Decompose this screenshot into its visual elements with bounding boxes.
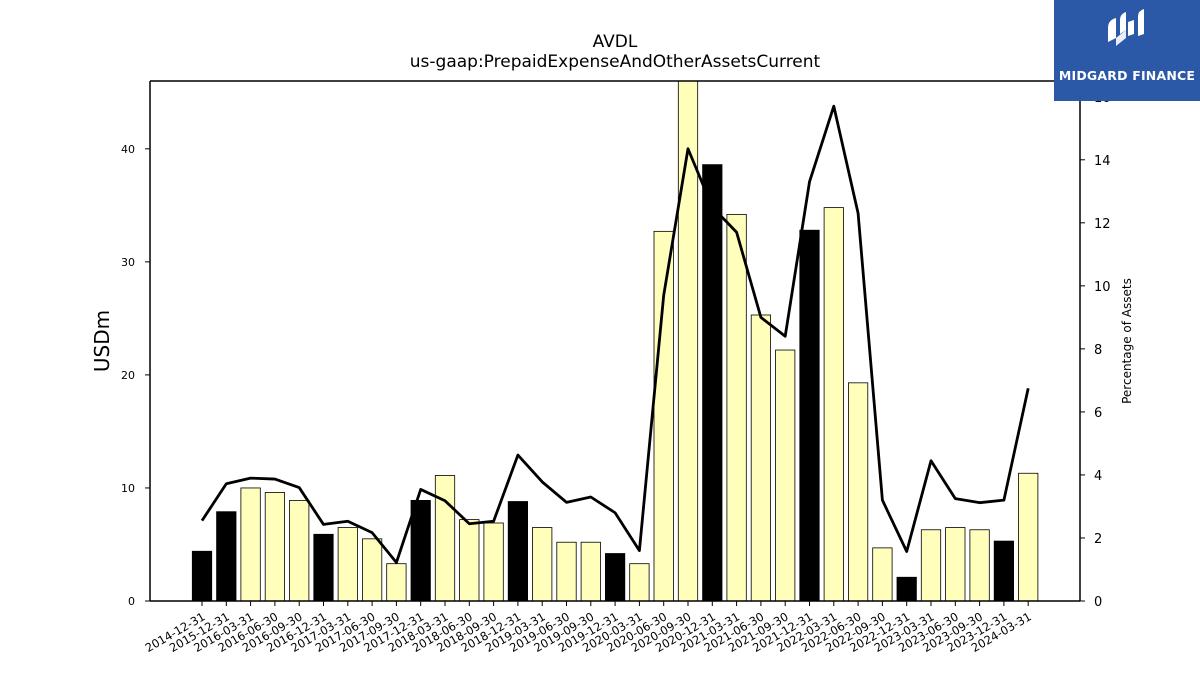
y2-tick-label: 4 <box>1094 469 1102 484</box>
bar <box>945 527 966 602</box>
bar <box>823 207 844 602</box>
bar <box>799 229 820 602</box>
bar <box>313 533 334 602</box>
bar <box>361 538 383 602</box>
bar <box>264 492 286 602</box>
y-tick-label: 30 <box>121 256 135 269</box>
y2-axis-label: Percentage of Assets <box>1120 278 1134 404</box>
bar <box>434 475 456 602</box>
bar <box>556 541 577 602</box>
bar <box>410 499 431 602</box>
y-tick-label: 10 <box>121 482 135 495</box>
y-axis-label: USDm <box>90 310 114 372</box>
bar <box>240 487 261 602</box>
bar <box>386 563 407 602</box>
bar <box>1018 472 1039 602</box>
y2-tick-label: 0 <box>1094 595 1102 610</box>
bars-layer <box>191 80 1039 602</box>
logo-text: MIDGARD FINANCE <box>1058 68 1196 83</box>
bar <box>775 349 796 602</box>
bar <box>629 563 650 602</box>
bar <box>750 314 772 602</box>
chart-title: AVDL <box>592 32 638 52</box>
y2-tick-label: 8 <box>1094 343 1102 358</box>
bar <box>191 550 213 602</box>
axes-layer: 01020304002468101214162014-12-312015-12-… <box>90 80 1134 655</box>
bar <box>726 213 747 602</box>
y2-tick-label: 12 <box>1094 217 1111 232</box>
y-tick-label: 20 <box>121 369 135 382</box>
y-tick-label: 40 <box>121 143 135 156</box>
bar <box>337 527 358 602</box>
bar <box>920 529 942 602</box>
bar <box>580 541 601 602</box>
percentage-line-layer <box>200 104 1030 564</box>
bar <box>605 553 626 602</box>
bar <box>872 547 893 602</box>
bar <box>896 576 917 602</box>
y2-tick-label: 6 <box>1094 406 1102 421</box>
bar <box>702 164 723 602</box>
y2-tick-label: 2 <box>1094 532 1102 547</box>
midgard-logo-icon <box>1108 9 1144 46</box>
bar <box>289 499 310 602</box>
midgard-finance-logo: MIDGARD FINANCE <box>1054 0 1200 101</box>
bar <box>677 80 699 602</box>
y2-tick-label: 10 <box>1094 280 1111 295</box>
bar <box>216 511 237 602</box>
bar <box>969 529 990 602</box>
y2-tick-label: 14 <box>1094 154 1111 169</box>
bar <box>993 540 1015 602</box>
bar <box>483 522 504 602</box>
y-tick-label: 0 <box>128 595 135 608</box>
bar <box>848 382 869 602</box>
bar <box>459 519 480 602</box>
chart-subtitle: us-gaap:PrepaidExpenseAndOtherAssetsCurr… <box>409 52 821 72</box>
percentage-line <box>200 104 1030 564</box>
bar <box>507 501 529 602</box>
bar <box>532 527 553 602</box>
